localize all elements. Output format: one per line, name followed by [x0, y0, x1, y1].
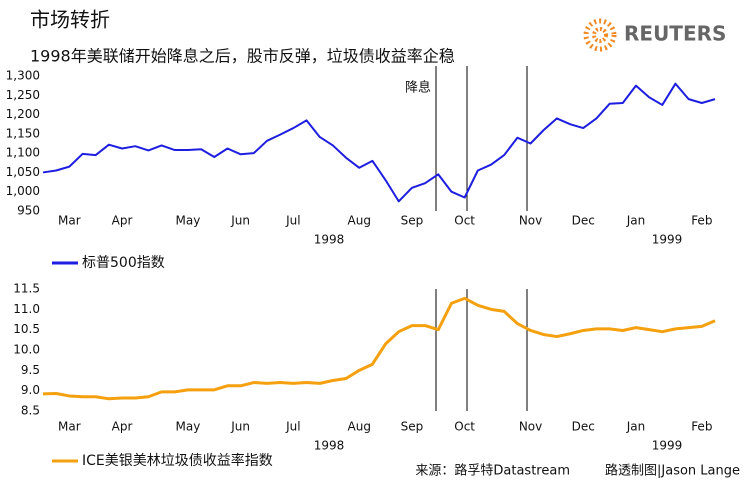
x-tick-label: Jun — [230, 214, 250, 228]
x-tick-label: Aug — [348, 214, 371, 228]
x-tick-label: Jan — [626, 214, 646, 228]
x-tick-label: Sep — [401, 214, 424, 228]
line-series — [42, 82, 716, 203]
legend-label: 标普500指数 — [82, 255, 165, 271]
y-tick-label: 8.5 — [21, 404, 40, 418]
annotation: 降息 — [405, 80, 431, 96]
year-label: 1999 — [652, 233, 683, 247]
x-tick-label: Dec — [572, 214, 595, 228]
y-tick-label: 10.0 — [13, 343, 40, 357]
y-tick-label: 1,200 — [6, 107, 40, 121]
y-tick-label: 10.5 — [13, 322, 40, 336]
y-tick-label: 1,000 — [6, 184, 40, 198]
y-tick-label: 1,300 — [6, 69, 40, 83]
x-tick-label: May — [176, 420, 201, 434]
x-tick-label: Feb — [691, 420, 712, 434]
credit: 路透制图|Jason Lange — [605, 463, 740, 479]
source: 来源：路孚特Datastream — [415, 463, 570, 479]
x-tick-label: May — [176, 214, 201, 228]
x-tick-label: Sep — [401, 420, 424, 434]
x-tick-label: Jan — [626, 420, 646, 434]
x-tick-label: Jun — [230, 420, 250, 434]
x-tick-label: Dec — [572, 420, 595, 434]
x-tick-label: Mar — [58, 420, 81, 434]
chart-title: 市场转折 — [30, 8, 110, 32]
y-tick-label: 1,250 — [6, 88, 40, 102]
x-tick-label: Nov — [519, 420, 542, 434]
y-tick-label: 11.0 — [13, 302, 40, 316]
y-tick-label: 1,150 — [6, 126, 40, 140]
y-tick-label: 11.5 — [13, 282, 40, 296]
x-tick-label: Mar — [58, 214, 81, 228]
x-tick-label: Oct — [454, 420, 475, 434]
line-series — [42, 296, 716, 401]
logo-text: REUTERS — [624, 22, 726, 46]
x-tick-label: Apr — [112, 214, 133, 228]
y-tick-label: 1,100 — [6, 146, 40, 160]
chart-subtitle: 1998年美联储开始降息之后，股市反弹，垃圾债收益率企稳 — [30, 47, 455, 66]
x-tick-label: Aug — [348, 420, 371, 434]
logo: REUTERS — [583, 18, 726, 52]
year-label: 1999 — [652, 439, 683, 453]
x-tick-label: Apr — [112, 420, 133, 434]
x-tick-label: Oct — [454, 214, 475, 228]
y-tick-label: 1,050 — [6, 165, 40, 179]
logo-icon — [583, 18, 617, 52]
y-tick-label: 950 — [17, 204, 40, 218]
x-tick-label: Nov — [519, 214, 542, 228]
year-label: 1998 — [314, 439, 345, 453]
x-tick-label: Jul — [285, 420, 300, 434]
y-tick-label: 9.5 — [21, 363, 40, 377]
legend-label: ICE美银美林垃圾债收益率指数 — [82, 452, 273, 469]
x-tick-label: Jul — [285, 214, 300, 228]
y-tick-label: 9.0 — [21, 383, 40, 397]
year-label: 1998 — [314, 233, 345, 247]
logo-icon — [592, 27, 608, 43]
x-tick-label: Feb — [691, 214, 712, 228]
